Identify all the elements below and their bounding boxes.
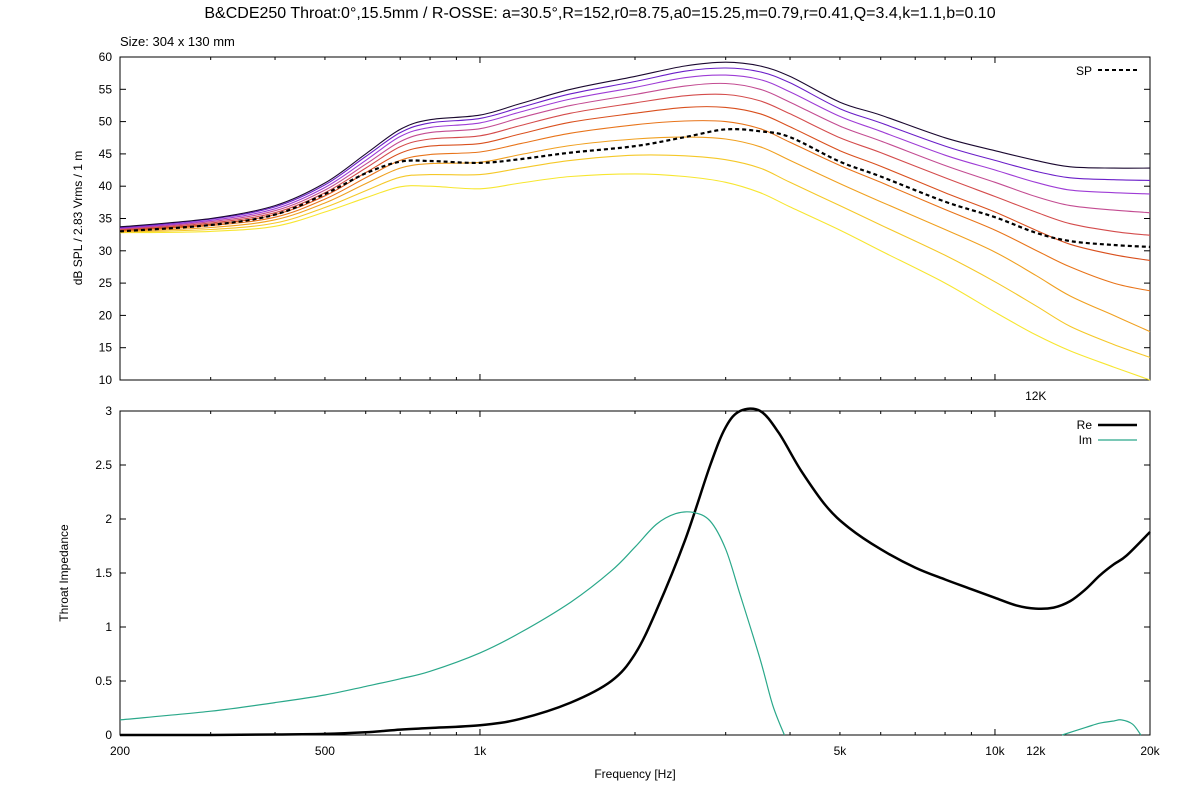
legend-label-sp: SP [1076, 64, 1092, 78]
impedance-y-tick-label: 0 [105, 728, 112, 742]
spl-y-tick-label: 40 [99, 179, 113, 193]
impedance-y-ticks: 0 0.5 1 1.5 2 2.5 3 [95, 404, 1150, 742]
impedance-x-tick-label: 5k [834, 744, 848, 758]
spl-offaxis-curve [119, 93, 1151, 236]
impedance-y-tick-label: 0.5 [95, 674, 112, 688]
spl-offaxis-curve [119, 173, 1151, 381]
impedance-y-tick-label: 3 [105, 404, 112, 418]
im-curve [119, 511, 785, 736]
spl-y-tick-label: 35 [99, 212, 113, 226]
spl-x-ticks: 12K [119, 57, 1151, 403]
spl-offaxis-curve [119, 61, 1151, 228]
impedance-plot-frame [119, 410, 1151, 736]
sp-curve [119, 127, 1151, 248]
spl-x-tick-label: 12K [1025, 389, 1046, 403]
impedance-x-tick-label: 200 [110, 744, 130, 758]
impedance-y-axis-label: Throat Impedance [57, 524, 71, 622]
impedance-y-tick-label: 1.5 [95, 566, 112, 580]
impedance-y-tick-label: 2.5 [95, 458, 112, 472]
spl-y-tick-label: 15 [99, 341, 113, 355]
spl-legend: SP [1076, 64, 1139, 78]
spl-y-tick-label: 50 [99, 115, 113, 129]
spl-offaxis-curve [119, 67, 1151, 229]
legend-label-re: Re [1077, 418, 1093, 432]
x-axis-label: Frequency [Hz] [594, 767, 675, 781]
impedance-series-group [119, 407, 1151, 737]
chart-title: B&CDE250 Throat:0°,15.5mm / R-OSSE: a=30… [204, 5, 996, 22]
impedance-legend: Re Im [1077, 418, 1137, 447]
spl-series-group [119, 61, 1151, 381]
spl-y-tick-label: 30 [99, 244, 113, 258]
impedance-x-tick-label: 1k [474, 744, 488, 758]
impedance-y-tick-label: 2 [105, 512, 112, 526]
impedance-x-ticks: 200 500 1k 5k 10k 12k 20k [110, 411, 1161, 758]
spl-offaxis-curve [119, 136, 1151, 333]
spl-y-ticks: 10 15 20 25 30 35 40 45 50 55 60 [99, 50, 1150, 387]
re-curve [119, 407, 1151, 737]
spl-y-axis-label: dB SPL / 2.83 Vrms / 1 m [71, 151, 85, 286]
spl-y-tick-label: 55 [99, 82, 113, 96]
legend-label-im: Im [1079, 433, 1092, 447]
spl-offaxis-curve [119, 74, 1151, 229]
im-curve [1061, 719, 1142, 736]
spl-offaxis-curve [119, 106, 1151, 262]
impedance-y-tick-label: 1 [105, 620, 112, 634]
impedance-x-tick-label: 10k [985, 744, 1005, 758]
spl-y-tick-label: 20 [99, 308, 113, 322]
spl-offaxis-curve [119, 154, 1151, 358]
spl-offaxis-curve [119, 120, 1151, 292]
spl-y-tick-label: 45 [99, 147, 113, 161]
chart-subtitle: Size: 304 x 130 mm [120, 34, 235, 49]
spl-y-tick-label: 10 [99, 373, 113, 387]
spl-y-tick-label: 25 [99, 276, 113, 290]
impedance-x-tick-label: 20k [1140, 744, 1160, 758]
impedance-x-tick-label: 12k [1026, 744, 1046, 758]
spl-offaxis-curve [119, 82, 1151, 230]
impedance-x-tick-label: 500 [315, 744, 335, 758]
spl-y-tick-label: 60 [99, 50, 113, 64]
